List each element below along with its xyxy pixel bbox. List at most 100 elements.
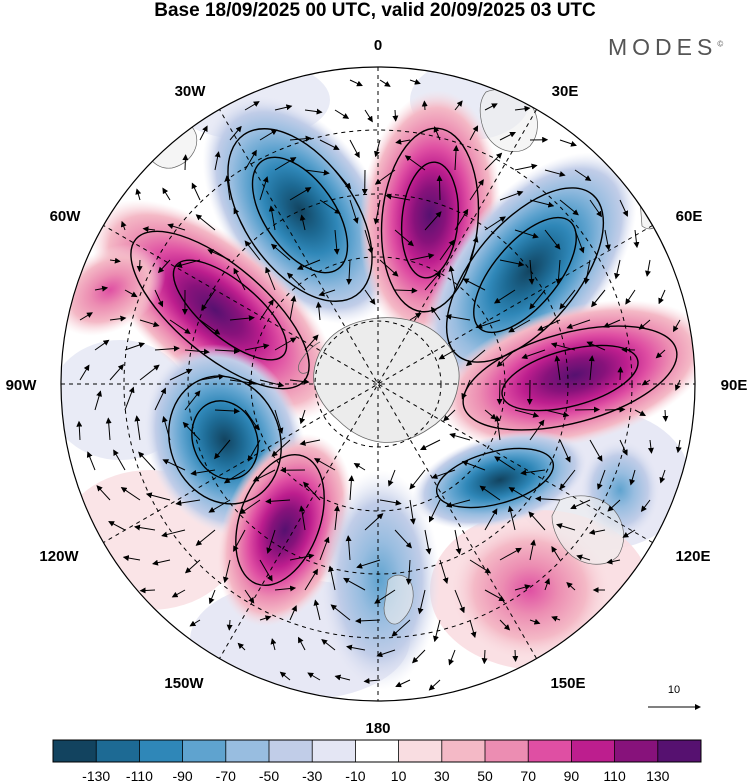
wind-vector [313,458,336,471]
lon-label-30w: 30W [175,83,207,100]
wind-vector [349,199,359,224]
wind-vector [139,587,156,594]
wind-vector [259,559,273,582]
wind-vector [224,175,231,201]
wind-vector [364,513,384,531]
wind-vector [514,105,531,112]
wind-vector [319,536,330,561]
wind-vector [349,139,360,159]
wind-vector [574,169,592,182]
wind-vector [469,179,484,201]
wind-vector [574,229,585,254]
wind-vector [345,535,352,561]
wind-vector [409,253,435,261]
wind-vector [379,259,399,277]
wind-vector [420,439,441,450]
wind-vector [94,285,109,292]
wind-vector [512,649,519,662]
wind-vector [645,259,651,277]
wind-vector [607,499,621,512]
wind-vector [529,419,545,441]
wind-vector [520,469,546,476]
wind-vector [586,341,606,351]
wind-vector [229,125,242,141]
wind-vector [603,319,621,328]
wind-vector [614,259,621,280]
wind-vector [417,589,426,615]
wind-vector [124,342,146,351]
wind-vector [199,319,221,335]
wind-vector [443,409,456,422]
wind-vector [195,214,216,231]
wind-vector [574,406,600,413]
wind-vector [120,487,141,501]
wind-vector [161,529,186,538]
wind-vector [469,619,477,639]
wind-vector [433,619,441,643]
wind-vector [570,499,591,510]
wind-vector [551,615,561,622]
wind-vector [424,211,442,231]
colorbar: -130 -110 -90 -70 -50 -30 -10 10 30 50 70 90 110 130 [52,739,702,783]
wind-vector [319,139,340,150]
lon-label-150e: 150E [550,675,585,692]
wind-vector [619,199,629,217]
wind-vector [387,469,396,487]
wind-vector [640,499,651,512]
wind-vector [237,642,246,651]
wind-vector [404,155,426,171]
wind-vector [484,589,506,602]
wind-vector [190,469,216,476]
wind-vector [394,229,414,247]
lon-label-150w: 150W [164,675,204,692]
wind-vector [349,79,363,87]
wind-vector [514,584,531,591]
wind-vector [307,672,321,681]
wind-vector [424,529,432,555]
colorbar-swatch [398,740,443,762]
wind-vector [394,529,412,549]
colorbar-swatch [657,740,702,762]
wind-vector [507,505,516,531]
wind-vector [606,558,621,565]
wind-vector [244,101,260,111]
wind-vector [496,349,516,367]
colorbar-swatch [528,740,572,762]
anomaly-lobe [217,433,353,627]
wind-vector [113,449,126,471]
wind-vector [448,649,456,666]
wind-vector [454,589,465,614]
wind-vector [379,79,391,87]
wind-vector [274,104,293,111]
wind-vector [315,301,322,321]
wind-vector [619,439,628,456]
wind-vector [321,638,336,651]
wind-vector [184,390,201,411]
wind-vector [139,364,160,381]
wind-vector [208,499,231,513]
wind-vector [484,152,503,171]
lon-label-60w: 60W [50,208,82,225]
wind-vector [395,679,411,688]
reference-vector: 10 [648,684,701,710]
wind-vector [363,677,381,684]
wind-vector [171,589,186,598]
wind-vector [559,289,576,310]
wind-vector [105,417,112,441]
wind-vector [79,312,93,321]
wind-vector [266,529,276,554]
wind-vector [445,313,471,321]
wind-vector [655,349,666,359]
wind-vector [499,190,524,201]
wind-vector [428,679,441,691]
wind-vector [499,259,525,267]
wind-vector [409,79,421,85]
wind-vector [296,259,321,270]
wind-vector [604,406,626,413]
wind-vector [544,169,566,177]
wind-vector [433,126,441,141]
wind-vector [355,617,381,624]
wind-vector [604,229,611,251]
brand-name: MODES [608,34,718,60]
colorbar-tick-label: -50 [259,768,279,783]
